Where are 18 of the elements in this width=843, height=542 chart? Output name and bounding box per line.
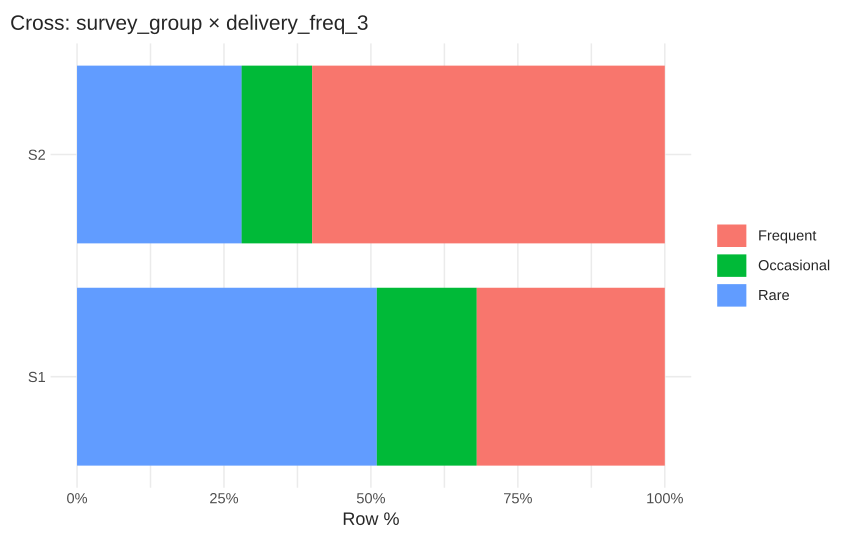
x-tick-label: 25% xyxy=(210,493,238,504)
y-tick-label: S1 xyxy=(28,372,46,382)
bar xyxy=(376,288,477,466)
bar xyxy=(476,288,665,466)
chart-title: Cross: survey_group × delivery_freq_3 xyxy=(11,14,368,34)
y-tick-label: S2 xyxy=(28,150,45,160)
bar xyxy=(77,66,242,244)
bar xyxy=(312,66,665,244)
legend-label: Rare xyxy=(759,290,789,300)
x-tick-label: 50% xyxy=(356,493,385,504)
bar xyxy=(242,66,312,244)
legend-label: Frequent xyxy=(759,230,816,244)
x-tick-label: 0% xyxy=(67,493,88,504)
x-axis-title: Row % xyxy=(344,512,399,526)
x-tick-label: 75% xyxy=(504,493,532,504)
bar xyxy=(77,288,377,466)
legend-label: Occasional xyxy=(758,260,830,270)
x-tick-label: 100% xyxy=(647,493,683,504)
